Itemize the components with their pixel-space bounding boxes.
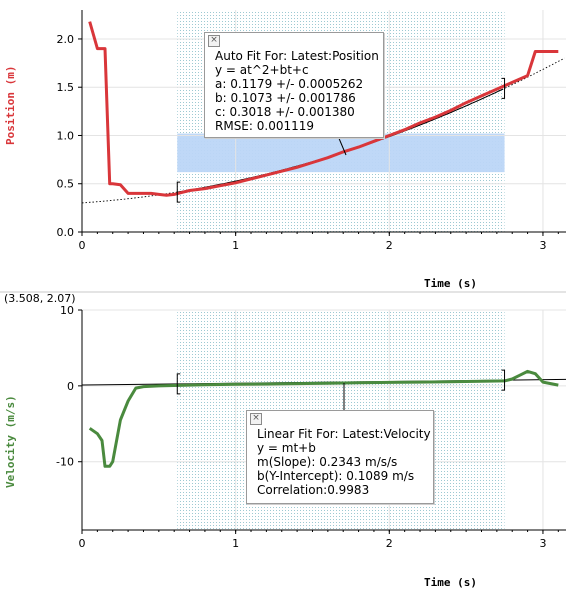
selection-bracket[interactable] (501, 77, 506, 99)
position-x-axis-title: Time (s) (424, 277, 477, 290)
close-icon[interactable]: × (250, 413, 262, 425)
fit-equation: y = at^2+bt+c (215, 63, 309, 77)
coordinate-readout: (3.508, 2.07) (4, 292, 76, 305)
fit-title: Linear Fit For: Latest:Velocity (257, 427, 431, 441)
fit-correlation: Correlation:0.9983 (257, 483, 370, 497)
velocity-y-axis-title: Velocity (m/s) (4, 395, 17, 488)
fit-rmse: RMSE: 0.001119 (215, 119, 315, 133)
y-tick-label: 2.0 (57, 33, 75, 46)
close-icon[interactable]: × (208, 35, 220, 47)
x-tick-label: 1 (232, 537, 239, 550)
y-tick-label: 10 (60, 304, 74, 317)
x-tick-label: 2 (386, 239, 393, 252)
fit-param-b: b: 0.1073 +/- 0.001786 (215, 91, 356, 105)
x-tick-label: 1 (232, 239, 239, 252)
fit-param-a: a: 0.1179 +/- 0.0005262 (215, 77, 364, 91)
y-tick-label: 1.5 (57, 81, 75, 94)
fit-intercept: b(Y-Intercept): 0.1089 m/s (257, 469, 415, 483)
position-y-axis-title: Position (m) (4, 66, 17, 145)
velocity-series-line[interactable] (88, 369, 559, 468)
velocity-fit-box[interactable]: × Linear Fit For: Latest:Velocity y = mt… (246, 410, 434, 504)
y-tick-label: 0 (67, 380, 74, 393)
x-tick-label: 0 (79, 239, 86, 252)
y-tick-label: 1.0 (57, 129, 75, 142)
x-tick-label: 2 (386, 537, 393, 550)
fit-param-c: c: 0.3018 +/- 0.001380 (215, 105, 355, 119)
position-fit-leader-line (337, 135, 347, 156)
y-tick-label: -10 (56, 456, 74, 469)
selection-bracket[interactable] (176, 373, 181, 395)
fit-slope: m(Slope): 0.2343 m/s/s (257, 455, 398, 469)
selection-bracket[interactable] (501, 369, 506, 391)
velocity-x-axis-title: Time (s) (424, 576, 477, 589)
x-tick-label: 0 (79, 537, 86, 550)
x-tick-label: 3 (539, 537, 546, 550)
position-fit-box[interactable]: × Auto Fit For: Latest:Position y = at^2… (204, 32, 384, 138)
y-tick-label: 0.0 (57, 226, 75, 239)
position-series-line[interactable] (88, 21, 559, 197)
selection-bracket[interactable] (176, 181, 181, 203)
x-tick-label: 3 (539, 239, 546, 252)
fit-equation: y = mt+b (257, 441, 316, 455)
fit-title: Auto Fit For: Latest:Position (215, 49, 379, 63)
y-tick-label: 0.5 (57, 178, 75, 191)
